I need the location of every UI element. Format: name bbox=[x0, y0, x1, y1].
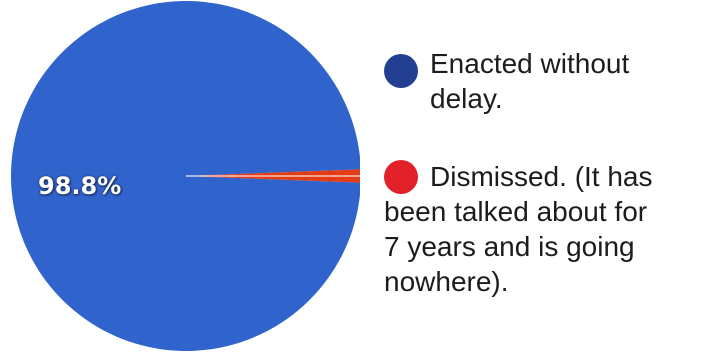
legend-marker-enacted bbox=[384, 54, 418, 88]
legend-label-enacted: Enacted without delay. bbox=[430, 48, 630, 114]
data-label-enacted: 98.8% bbox=[38, 172, 122, 200]
legend-marker-dismissed bbox=[384, 160, 418, 194]
pie-chart bbox=[11, 1, 360, 351]
legend-label-dismissed: Dismissed. (It has been talked about for… bbox=[384, 161, 653, 297]
pie-slice-enacted bbox=[11, 1, 360, 351]
